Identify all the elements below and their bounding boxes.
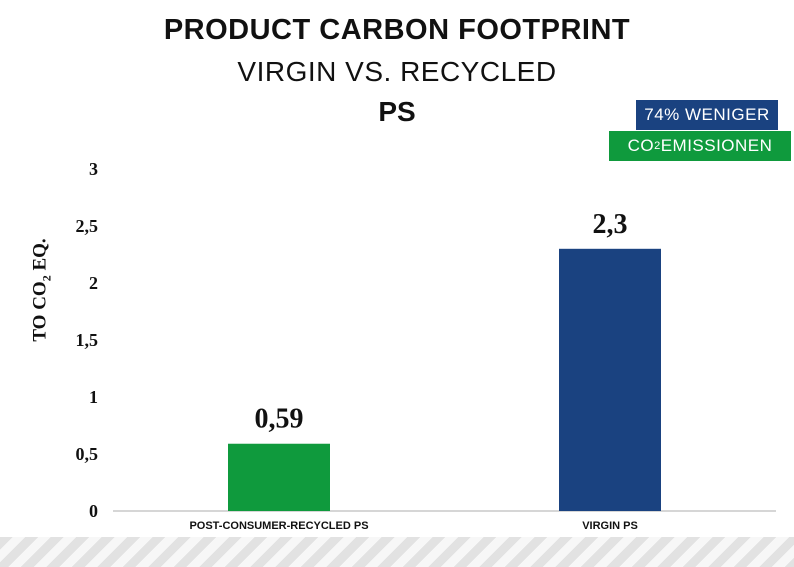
y-tick-label: 3 (89, 159, 98, 179)
y-tick-label: 2 (89, 273, 98, 293)
bar (228, 443, 330, 511)
emissions-badge-suffix: EMISSIONEN (660, 136, 773, 155)
emissions-badge-prefix: CO (627, 136, 655, 155)
material-label: PS (378, 96, 416, 127)
y-tick-label: 0,5 (76, 444, 99, 464)
y-tick-label: 2,5 (76, 216, 99, 236)
reduction-badge-text: 74% WENIGER (644, 105, 770, 124)
hatched-footer-band (0, 537, 794, 567)
y-tick-label: 0 (89, 501, 98, 521)
reduction-badge: 74% WENIGER (636, 100, 778, 130)
bar (559, 248, 661, 512)
data-label: 0,59 (255, 404, 304, 435)
chart-subtitle: VIRGIN VS. RECYCLED (237, 56, 557, 87)
data-label: 2,3 (593, 209, 628, 240)
y-tick-label: 1,5 (76, 330, 99, 350)
chart-title: PRODUCT CARBON FOOTPRINT (163, 14, 631, 46)
x-category-label: POST-CONSUMER-RECYCLED PS (189, 520, 368, 532)
x-category-label: VIRGIN PS (582, 520, 638, 532)
emissions-badge-sub: 2 (654, 140, 661, 152)
y-tick-label: 1 (89, 387, 98, 407)
emissions-badge: CO 2 EMISSIONEN (609, 131, 791, 161)
